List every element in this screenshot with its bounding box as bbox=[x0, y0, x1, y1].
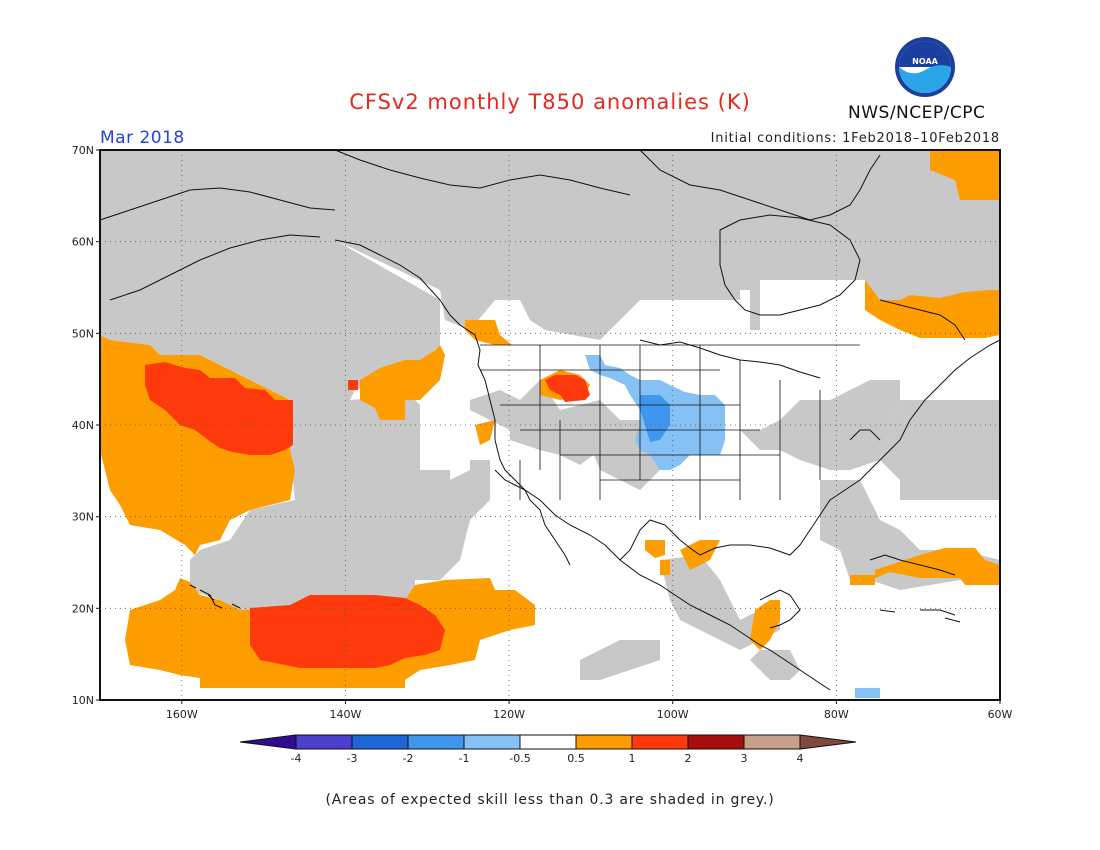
colorbar-tick-label: -0.5 bbox=[509, 752, 530, 765]
colorbar-tick-label: -1 bbox=[459, 752, 470, 765]
noaa-logo-icon: NOAA bbox=[895, 37, 955, 97]
colorbar-tick-label: 1 bbox=[629, 752, 636, 765]
colorbar-swatch bbox=[295, 734, 353, 750]
agency-label: NWS/NCEP/CPC bbox=[848, 103, 986, 123]
colorbar-tick-label: 3 bbox=[741, 752, 748, 765]
colorbar-arrow-low bbox=[239, 734, 297, 750]
colorbar-tick-label: -2 bbox=[403, 752, 414, 765]
colorbar-swatch bbox=[631, 734, 689, 750]
valid-month: Mar 2018 bbox=[100, 128, 185, 148]
lat-tick-label: 30N bbox=[72, 511, 94, 524]
colorbar-swatch bbox=[687, 734, 745, 750]
longitude-labels: 160W 140W 120W 100W 80W 60W bbox=[166, 700, 1013, 721]
colorbar-swatch bbox=[407, 734, 465, 750]
colorbar-swatch bbox=[519, 734, 577, 750]
lat-tick-label: 10N bbox=[72, 694, 94, 707]
lat-tick-label: 50N bbox=[72, 327, 94, 340]
skill-footnote: (Areas of expected skill less than 0.3 a… bbox=[325, 792, 775, 808]
colorbar bbox=[239, 734, 857, 750]
colorbar-swatch bbox=[575, 734, 633, 750]
chart-title: CFSv2 monthly T850 anomalies (K) bbox=[349, 90, 751, 114]
lat-tick-label: 40N bbox=[72, 419, 94, 432]
lon-tick-label: 120W bbox=[493, 708, 525, 721]
lat-tick-label: 70N bbox=[72, 144, 94, 157]
colorbar-arrow-high bbox=[799, 734, 857, 750]
latitude-labels: 10N 20N 30N 40N 50N 60N 70N bbox=[72, 144, 100, 707]
lat-tick-label: 20N bbox=[72, 602, 94, 615]
colorbar-swatch bbox=[351, 734, 409, 750]
lat-tick-label: 60N bbox=[72, 236, 94, 249]
colorbar-tick-label: -4 bbox=[291, 752, 302, 765]
coastlines bbox=[99, 149, 1001, 691]
colorbar-tick-label: 2 bbox=[685, 752, 692, 765]
colorbar-tick-label: 4 bbox=[797, 752, 804, 765]
initial-conditions: Initial conditions: 1Feb2018–10Feb2018 bbox=[710, 131, 1000, 146]
logo-text: NOAA bbox=[912, 57, 938, 66]
colorbar-tick-label: -3 bbox=[347, 752, 358, 765]
colorbar-swatch bbox=[463, 734, 521, 750]
lon-tick-label: 100W bbox=[657, 708, 689, 721]
lon-tick-label: 80W bbox=[824, 708, 849, 721]
graticule bbox=[100, 150, 1000, 700]
lon-tick-label: 60W bbox=[988, 708, 1013, 721]
islands bbox=[189, 584, 961, 623]
colorbar-swatch bbox=[743, 734, 801, 750]
lon-tick-label: 160W bbox=[166, 708, 198, 721]
state-borders bbox=[480, 344, 860, 520]
colorbar-labels: -4 -3 -2 -1 -0.5 0.5 1 2 3 4 bbox=[291, 752, 804, 765]
lon-tick-label: 140W bbox=[330, 708, 362, 721]
anomaly-map bbox=[99, 149, 1001, 701]
colorbar-tick-label: 0.5 bbox=[567, 752, 585, 765]
